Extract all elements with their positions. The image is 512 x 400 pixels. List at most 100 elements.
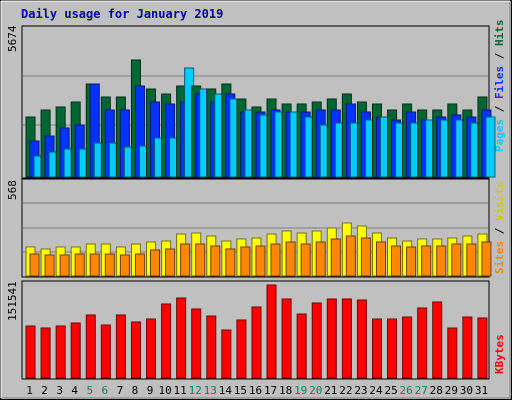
x-tick-label: 13 <box>204 384 217 397</box>
x-tick-label: 14 <box>219 384 233 397</box>
x-tick-label: 31 <box>475 384 488 397</box>
x-tick-label: 19 <box>294 384 307 397</box>
bar-kbytes-day-25 <box>387 318 398 379</box>
x-tick-label: 4 <box>71 384 78 397</box>
bar-sites-day-16 <box>255 245 266 277</box>
x-tick-label: 6 <box>102 384 109 397</box>
visits-max-label: 568 <box>6 180 19 200</box>
x-tick-label: 9 <box>147 384 154 397</box>
bar-sites-day-13 <box>210 245 221 277</box>
bar-kbytes-day-31 <box>477 317 488 379</box>
x-tick-label: 11 <box>174 384 187 397</box>
bar-kbytes-day-26 <box>402 316 413 379</box>
bar-sites-day-24 <box>375 241 386 277</box>
bar-sites-day-1 <box>29 253 40 277</box>
bar-kbytes-day-23 <box>356 299 367 379</box>
bar-kbytes-day-21 <box>326 298 337 379</box>
x-tick-label: 15 <box>234 384 247 397</box>
x-tick-label: 27 <box>415 384 428 397</box>
x-tick-label: 22 <box>339 384 352 397</box>
bar-kbytes-day-13 <box>206 315 217 379</box>
chart-title: Daily usage for January 2019 <box>21 7 223 21</box>
bar-kbytes-day-8 <box>130 321 141 379</box>
bar-kbytes-day-1 <box>25 325 36 379</box>
x-tick-label: 24 <box>369 384 383 397</box>
bar-sites-day-3 <box>59 254 70 277</box>
x-tick-label: 17 <box>264 384 277 397</box>
legend-pages: Pages <box>493 119 506 152</box>
x-tick-label: 8 <box>132 384 139 397</box>
bar-sites-day-19 <box>300 243 311 277</box>
bar-kbytes-day-4 <box>70 322 81 379</box>
kbytes-max-label: 151541 <box>6 281 19 321</box>
x-tick-label: 3 <box>56 384 63 397</box>
bar-kbytes-day-18 <box>281 298 292 379</box>
bar-kbytes-day-10 <box>161 303 172 379</box>
legend-separator: / <box>493 46 506 66</box>
x-tick-label: 25 <box>384 384 397 397</box>
bar-sites-day-5 <box>89 253 100 277</box>
bar-kbytes-day-19 <box>296 313 307 379</box>
x-tick-label: 28 <box>430 384 443 397</box>
bar-kbytes-day-30 <box>462 316 473 379</box>
bar-kbytes-day-22 <box>341 298 352 379</box>
x-tick-label: 1 <box>26 384 33 397</box>
bar-kbytes-day-9 <box>146 318 157 379</box>
bar-sites-day-4 <box>74 253 85 277</box>
bar-kbytes-day-17 <box>266 284 277 379</box>
bar-sites-day-20 <box>315 241 326 277</box>
bar-kbytes-day-16 <box>251 306 262 379</box>
bar-kbytes-day-20 <box>311 302 322 379</box>
legend-sites-visits: Sites / Visits <box>493 181 506 274</box>
x-tick-label: 2 <box>41 384 48 397</box>
legend-files: Files <box>493 66 506 99</box>
bars-group <box>23 59 496 379</box>
bar-sites-day-21 <box>330 238 341 277</box>
bar-sites-day-17 <box>270 243 281 277</box>
x-tick-label: 20 <box>309 384 322 397</box>
bar-sites-day-15 <box>240 246 251 277</box>
x-tick-label: 7 <box>117 384 124 397</box>
bar-sites-day-8 <box>134 253 145 277</box>
legend-visits: Visits <box>493 181 506 221</box>
bar-kbytes-day-15 <box>236 319 247 379</box>
bar-kbytes-day-27 <box>417 307 428 379</box>
legend-hits-files-pages: Pages / Files / Hits <box>493 20 506 153</box>
x-tick-label: 16 <box>249 384 262 397</box>
bar-sites-day-6 <box>104 253 115 277</box>
bar-kbytes-day-2 <box>40 327 51 379</box>
bar-sites-day-28 <box>436 245 447 277</box>
bar-sites-day-22 <box>345 235 356 277</box>
bar-kbytes-day-24 <box>371 318 382 379</box>
legend-sites: Sites <box>493 241 506 274</box>
bar-kbytes-day-11 <box>176 297 187 379</box>
bar-kbytes-day-14 <box>221 329 232 379</box>
x-tick-label: 23 <box>354 384 367 397</box>
legend-kbytes: KBytes <box>493 334 506 374</box>
bar-kbytes-day-7 <box>115 314 126 379</box>
bar-kbytes-day-6 <box>100 324 111 379</box>
bar-sites-day-31 <box>481 241 492 277</box>
legend-separator: / <box>493 221 506 241</box>
bar-kbytes-day-5 <box>85 314 96 379</box>
hits-max-label: 5674 <box>6 25 19 52</box>
bar-sites-day-29 <box>451 243 462 277</box>
bar-sites-day-2 <box>44 254 55 277</box>
x-tick-label: 5 <box>86 384 93 397</box>
bar-kbytes-day-28 <box>432 301 443 379</box>
bar-sites-day-12 <box>195 243 206 277</box>
bar-sites-day-7 <box>119 254 130 277</box>
bar-sites-day-23 <box>360 237 371 277</box>
bar-sites-day-10 <box>165 248 176 277</box>
bar-kbytes-day-12 <box>191 308 202 379</box>
x-tick-label: 10 <box>158 384 171 397</box>
x-axis-labels: 1 2 3 4 5 6 7 8 9 10 11 12 13 14 15 16 17 18 19 20 21 22 23 24 2… <box>26 384 488 397</box>
bar-sites-day-9 <box>150 249 161 277</box>
bar-sites-day-27 <box>421 245 432 277</box>
bar-kbytes-day-29 <box>447 327 458 379</box>
bar-sites-day-25 <box>391 245 402 277</box>
x-tick-label: 12 <box>189 384 202 397</box>
bar-sites-day-11 <box>180 243 191 277</box>
bar-sites-day-26 <box>406 246 417 277</box>
